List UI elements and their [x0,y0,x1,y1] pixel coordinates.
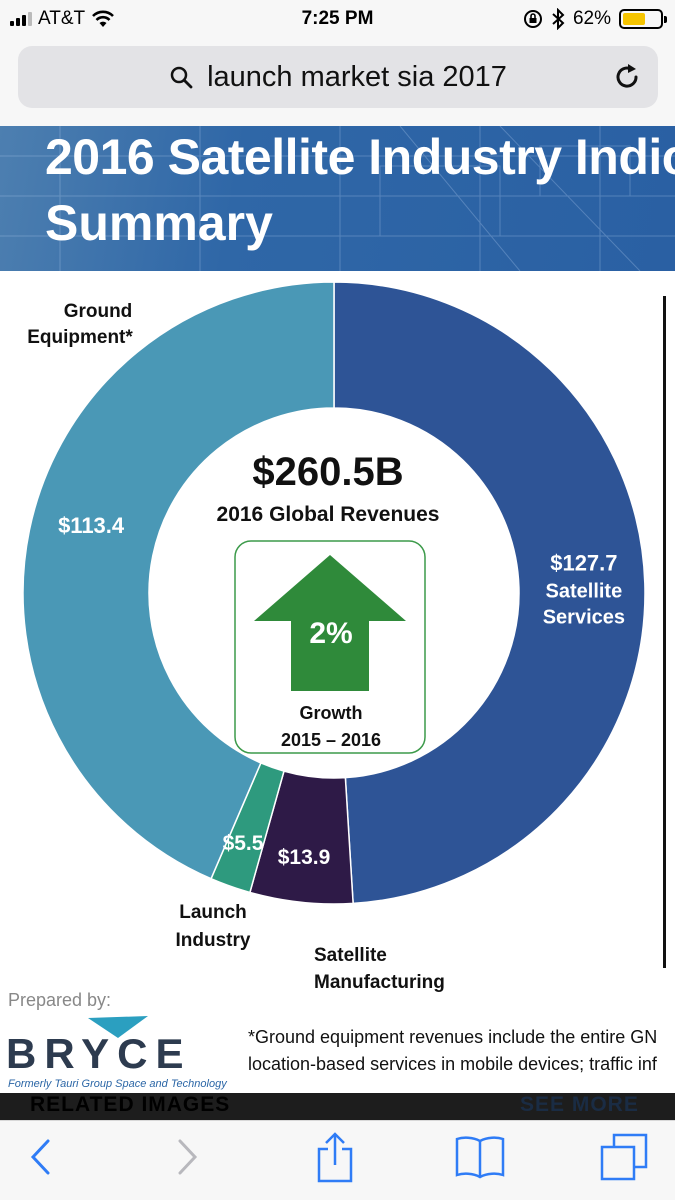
category-label-launch-industry-1: Launch [179,902,247,923]
status-bar: AT&T 7:25 PM 62% [0,0,675,40]
revenue-chart: $127.7 Satellite Services $13.9 $5.5 $113.4 Gr… [0,271,675,996]
footnote: *Ground equipment revenues include the e… [248,1024,657,1078]
reload-icon[interactable] [612,62,642,92]
bryce-logo: BRYCE [6,1030,192,1077]
category-label-ground-equipment-2: Equipment* [27,327,133,348]
search-query[interactable]: launch market sia 2017 [207,60,507,93]
carrier-name: AT&T [38,8,86,29]
value-label-ground-equipment: $113.4 [58,513,125,538]
growth-label-1: Growth [300,703,363,723]
slice-label-satellite-services-2: Services [543,606,625,628]
wifi-icon [92,10,115,27]
safari-toolbar [0,1120,675,1200]
search-icon [170,66,193,89]
bookmarks-icon[interactable] [455,1135,505,1179]
divider-line [663,296,666,968]
banner-title-line2: Summary [45,195,273,251]
footnote-line2: location-based services in mobile device… [248,1054,657,1074]
battery-icon [619,9,667,29]
growth-label-2: 2015 – 2016 [281,730,381,750]
slice-label-satellite-services-1: Satellite [546,580,623,602]
value-label-satellite-manufacturing: $13.9 [278,846,331,869]
address-bar[interactable]: launch market sia 2017 [18,46,658,108]
bryce-logo-subtext: Formerly Tauri Group Space and Technolog… [8,1078,227,1090]
related-images-title: RELATED IMAGES [30,1093,231,1116]
carrier-group: AT&T [10,8,115,30]
infographic-banner: 2016 Satellite Industry Indic Summary [0,126,675,271]
forward-icon[interactable] [176,1137,200,1177]
signal-icon [10,12,32,26]
related-images-header: RELATED IMAGES SEE MORE [0,1093,675,1120]
bryce-logo-swoosh-icon [88,1016,148,1038]
tabs-icon[interactable] [600,1133,648,1181]
status-right: 62% [523,8,667,30]
blueprint-pattern [0,126,675,271]
infographic-footer: Prepared by: BRYCE Formerly Tauri Group … [0,990,675,1096]
prepared-by-label: Prepared by: [8,990,112,1010]
address-bar-area: launch market sia 2017 [0,40,675,126]
banner-title-line1: 2016 Satellite Industry Indic [45,129,675,185]
value-label-launch-industry: $5.5 [223,832,264,855]
back-icon[interactable] [28,1137,52,1177]
center-total: $260.5B [252,450,403,494]
donut-chart: $127.7 Satellite Services $13.9 $5.5 $113.4 Gr… [22,281,646,993]
growth-value: 2% [309,617,352,650]
footnote-line1: *Ground equipment revenues include the e… [248,1027,658,1047]
slice-ground-equipment [22,281,335,880]
see-more-link[interactable]: SEE MORE [520,1093,639,1116]
center-label: 2016 Global Revenues [217,503,440,526]
share-icon[interactable] [314,1131,356,1183]
value-label-satellite-services: $127.7 [550,550,617,575]
battery-percent: 62% [572,8,611,29]
category-label-satellite-manufacturing-1: Satellite [314,945,387,966]
category-label-ground-equipment-1: Ground [64,301,133,322]
bluetooth-icon [552,8,565,30]
slice-satellite-services [333,281,646,905]
category-label-launch-industry-2: Industry [176,930,251,951]
category-label-satellite-manufacturing-2: Manufacturing [314,972,445,993]
growth-arrow-icon [254,555,406,691]
clock: 7:25 PM [301,8,374,29]
rotation-lock-icon [523,10,542,28]
